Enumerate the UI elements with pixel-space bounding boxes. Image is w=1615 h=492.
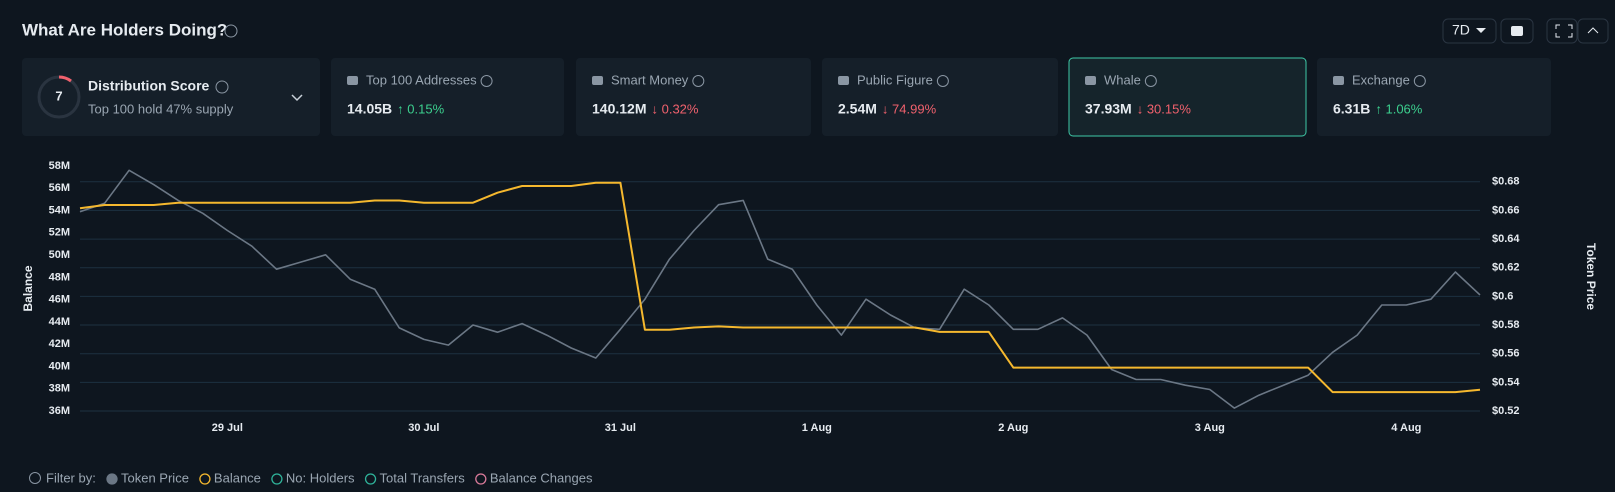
legend-filter[interactable]: Total Transfers <box>380 470 466 485</box>
y2-tick-label: $0.56 <box>1492 348 1520 360</box>
info-icon[interactable] <box>1413 75 1426 87</box>
y-tick-label: 42M <box>49 338 70 350</box>
y-tick-label: 44M <box>49 316 70 328</box>
range-label: 7D <box>1452 22 1470 38</box>
card-change: ↓ 30.15% <box>1137 101 1192 116</box>
card[interactable] <box>1317 58 1551 136</box>
collapse-icon <box>1587 27 1599 34</box>
info-icon[interactable] <box>1144 75 1157 87</box>
card-title: Top 100 Addresses <box>366 72 477 87</box>
card[interactable] <box>576 58 811 136</box>
y2-tick-label: $0.54 <box>1492 376 1520 388</box>
card-title: Public Figure <box>857 72 933 87</box>
card-change: ↓ 74.99% <box>882 101 937 116</box>
card[interactable] <box>822 58 1058 136</box>
y-tick-label: 52M <box>49 227 70 239</box>
legend-marker[interactable] <box>475 473 487 485</box>
expand-arrow[interactable] <box>291 94 303 102</box>
legend-filter[interactable]: Balance Changes <box>490 470 593 485</box>
x-tick-label: 31 Jul <box>605 422 636 434</box>
x-tick-label: 2 Aug <box>998 422 1028 434</box>
y-tick-label: 36M <box>49 405 70 417</box>
card-value: 14.05B <box>347 101 392 117</box>
y2-tick-label: $0.66 <box>1492 204 1520 216</box>
cards: 7 Distribution Score Top 100 hold 47% supp… <box>22 57 1551 137</box>
x-tick-label: 1 Aug <box>802 422 832 434</box>
card-title: Exchange <box>1352 72 1410 87</box>
x-tick-label: 3 Aug <box>1195 422 1225 434</box>
series-line <box>79 169 1481 409</box>
score-arc <box>58 75 72 83</box>
card-value: 2.54M <box>838 101 877 117</box>
card-icon <box>1333 76 1344 85</box>
range-select[interactable] <box>1442 18 1497 44</box>
y-tick-label: 54M <box>49 204 70 216</box>
card-change: ↑ 0.15% <box>397 101 444 116</box>
dropdown-arrow <box>1476 28 1486 33</box>
legend-marker[interactable] <box>364 473 377 485</box>
card-value: 37.93M <box>1085 101 1132 117</box>
y-axis-label: Balance <box>21 265 35 311</box>
legend: Filter by: Token Price Balance No: Holders T… <box>29 470 593 485</box>
x-tick-label: 4 Aug <box>1391 422 1421 434</box>
legend-item[interactable]: Balance <box>214 470 261 485</box>
series-line <box>79 181 1481 394</box>
info-icon[interactable] <box>480 75 493 87</box>
card[interactable] <box>1068 57 1307 137</box>
card-icon <box>838 76 849 85</box>
chart: 36M 38M 40M 42M 44M 46M 48M 50M 52M 54M 56M 58M $0.5… <box>21 160 1598 434</box>
card-value: 140.12M <box>592 101 646 117</box>
y2-tick-label: $0.6 <box>1492 290 1513 302</box>
y2-tick-label: $0.64 <box>1492 233 1520 245</box>
info-icon[interactable] <box>692 75 705 87</box>
x-tick-label: 29 Jul <box>212 422 243 434</box>
y2-axis-label: Token Price <box>1584 243 1598 310</box>
y-tick-label: 40M <box>49 360 70 372</box>
legend-marker[interactable] <box>199 473 211 485</box>
card-change: ↑ 1.06% <box>1375 101 1422 116</box>
y2-tick-label: $0.52 <box>1492 405 1520 417</box>
legend-filter[interactable]: No: Holders <box>286 470 355 485</box>
title: What Are Holders Doing? <box>22 20 227 39</box>
legend-marker[interactable] <box>106 473 118 485</box>
y-tick-label: 56M <box>49 182 70 194</box>
card-title: Whale <box>1104 72 1141 87</box>
score: 7 <box>55 88 62 103</box>
card-icon <box>1085 76 1096 85</box>
card-title: Smart Money <box>611 72 689 87</box>
info-icon[interactable] <box>215 80 229 94</box>
card-icon <box>592 76 603 85</box>
y-tick-label: 46M <box>49 294 70 306</box>
card-icon <box>347 76 358 85</box>
y-tick-label: 50M <box>49 249 70 261</box>
x-tick-label: 30 Jul <box>408 422 439 434</box>
y2-tick-label: $0.58 <box>1492 319 1520 331</box>
collapse-button[interactable] <box>1577 18 1609 44</box>
card-value: 6.31B <box>1333 101 1370 117</box>
info-icon[interactable] <box>936 75 949 87</box>
y2-tick-label: $0.68 <box>1492 176 1520 188</box>
legend-marker[interactable] <box>271 473 283 485</box>
legend-label: Filter by: <box>46 470 96 485</box>
card[interactable] <box>331 58 564 136</box>
y-tick-label: 58M <box>49 160 70 172</box>
card-title: Distribution Score <box>88 78 210 94</box>
fullscreen-button[interactable] <box>1546 18 1578 44</box>
info-icon[interactable] <box>29 472 41 484</box>
calendar-icon <box>1511 26 1523 36</box>
card[interactable] <box>22 58 320 136</box>
y2-tick-label: $0.62 <box>1492 262 1520 274</box>
card-change: ↓ 0.32% <box>651 101 698 116</box>
y-tick-label: 38M <box>49 383 70 395</box>
card-subtitle: Top 100 hold 47% supply <box>88 101 234 116</box>
info-icon[interactable] <box>224 24 238 38</box>
legend-item[interactable]: Token Price <box>121 470 189 485</box>
fullscreen-icon <box>1555 24 1573 38</box>
y-tick-label: 48M <box>49 271 70 283</box>
